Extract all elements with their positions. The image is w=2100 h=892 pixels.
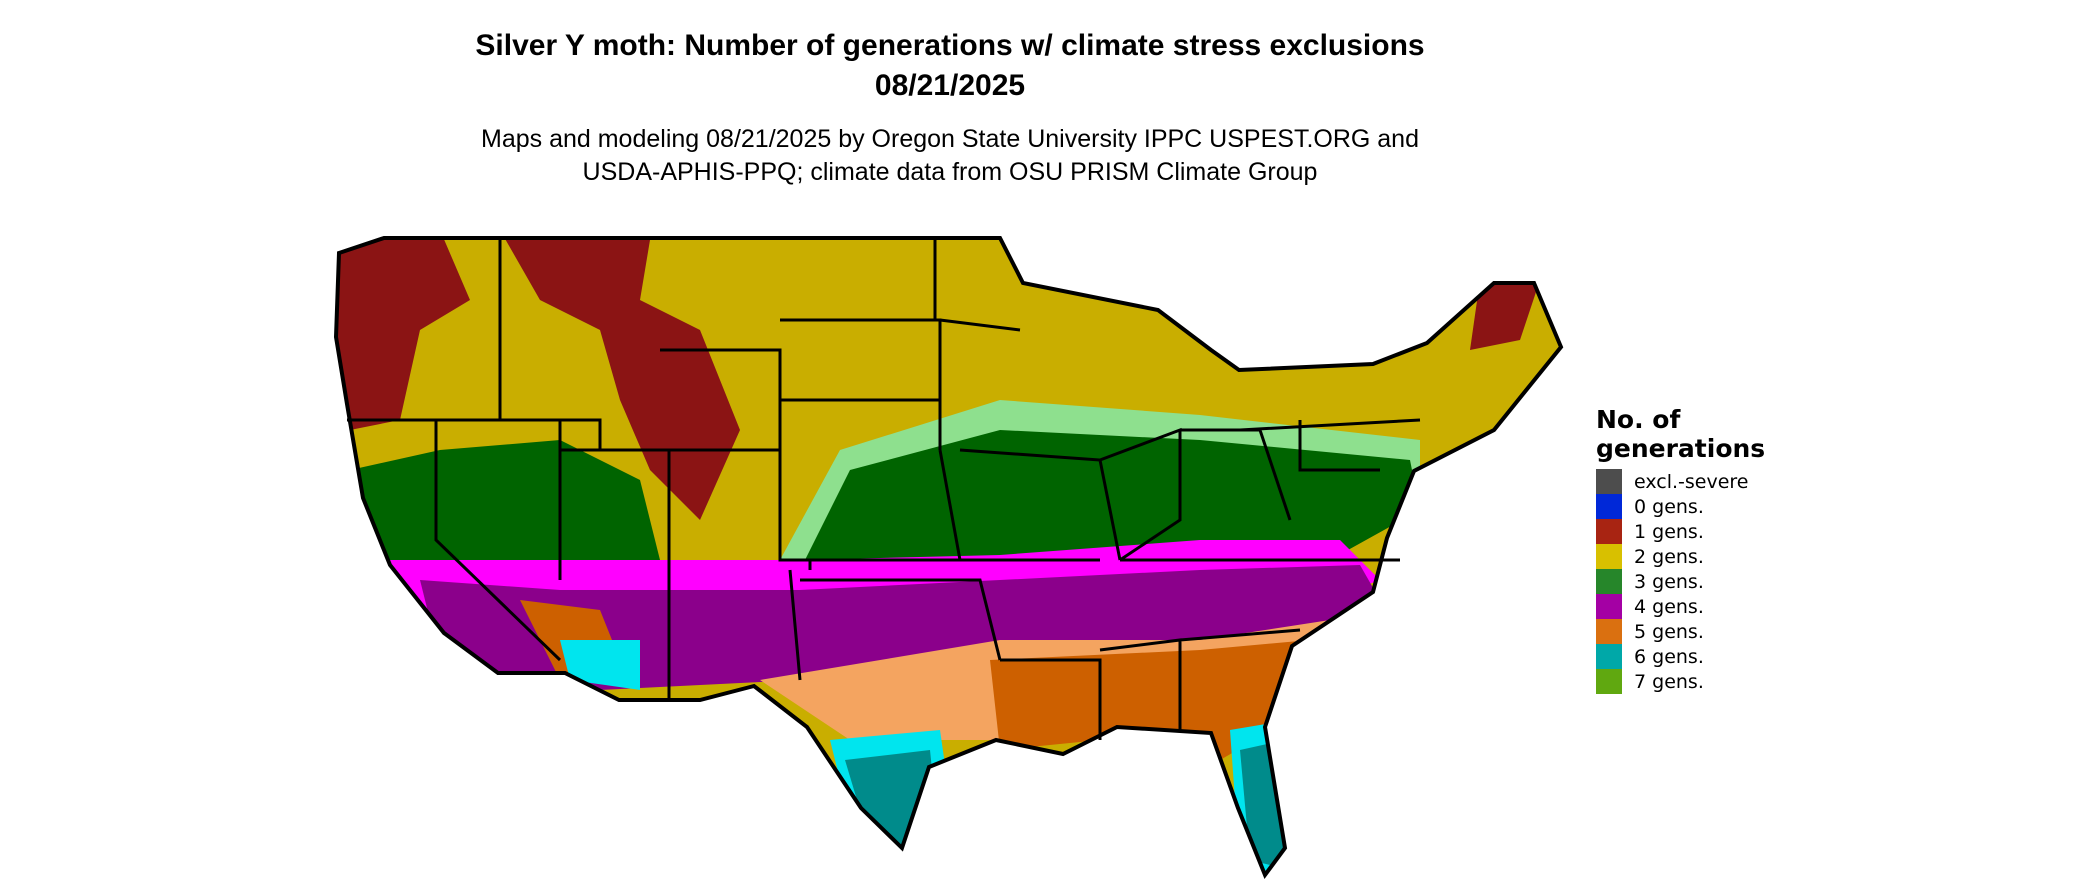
legend-swatch [1596,494,1622,519]
legend-item: 4 gens. [1596,594,1765,619]
legend-swatch [1596,519,1622,544]
region-6-gens-arizona [560,640,640,690]
legend-label: 5 gens. [1634,620,1704,643]
region-4-gens [420,565,1380,690]
legend-swatch [1596,619,1622,644]
region-1-gens-northwest [336,238,470,430]
legend-label: 2 gens. [1634,545,1704,568]
legend-items: excl.-severe 0 gens. 1 gens. 2 gens. 3 gens.… [1596,469,1765,694]
legend-label: 4 gens. [1634,595,1704,618]
legend-item: 1 gens. [1596,519,1765,544]
state-borders [334,236,1563,877]
legend-label: 3 gens. [1634,570,1704,593]
legend-label: 1 gens. [1634,520,1704,543]
legend-item: 3 gens. [1596,569,1765,594]
legend-item: 0 gens. [1596,494,1765,519]
legend-label: 7 gens. [1634,670,1704,693]
legend-swatch [1596,594,1622,619]
legend-item: 2 gens. [1596,544,1765,569]
legend-title-line-2: generations [1596,434,1766,463]
legend-swatch [1596,644,1622,669]
legend-item: 7 gens. [1596,669,1765,694]
legend-swatch [1596,544,1622,569]
legend-item: excl.-severe [1596,469,1765,494]
legend-label: 0 gens. [1634,495,1704,518]
legend-title: No. of generations [1596,405,1765,463]
legend-swatch [1596,669,1622,694]
region-1-gens-rockies [500,238,740,520]
legend: No. of generations excl.-severe 0 gens. 1 … [1596,405,1765,694]
legend-label: excl.-severe [1634,470,1749,493]
legend-swatch [1596,469,1622,494]
subtitle-line-2: USDA-APHIS-PPQ; climate data from OSU PR… [582,158,1318,186]
legend-swatch [1596,569,1622,594]
region-1-gens-maine [1470,280,1540,350]
subtitle-line-1: Maps and modeling 08/21/2025 by Oregon S… [481,125,1419,153]
map-title: Silver Y moth: Number of generations w/ … [475,29,1425,62]
legend-label: 6 gens. [1634,645,1704,668]
legend-title-line-1: No. of [1596,405,1681,434]
legend-item: 6 gens. [1596,644,1765,669]
legend-item: 5 gens. [1596,619,1765,644]
map-date: 08/21/2025 [874,69,1026,102]
